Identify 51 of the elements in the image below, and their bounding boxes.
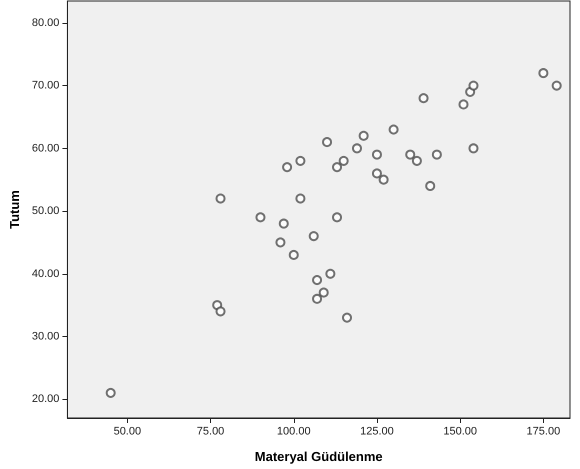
point [282,162,292,172]
point [418,93,429,104]
x-tick-label: 75.00 [196,426,224,438]
y-tick-label: 60.00 [32,142,60,154]
point [538,68,548,78]
point [358,130,369,141]
point [352,143,362,154]
point [312,275,322,286]
point [216,194,226,204]
point [372,168,382,178]
point [332,162,342,172]
point [405,150,416,160]
point [106,388,116,398]
x-tick-label: 175.00 [526,426,560,438]
point [295,156,306,166]
point [325,268,336,279]
y-axis-title: Tutum [7,190,22,229]
y-tick-label: 70.00 [32,80,60,92]
y-tick-label: 20.00 [32,393,60,406]
point [275,237,286,248]
y-tick-label: 50.00 [32,205,60,218]
point [318,288,329,298]
point [342,312,352,323]
point [412,156,422,166]
point [468,80,478,91]
x-tick-label: 125.00 [360,426,394,438]
point [295,194,306,204]
point [338,156,349,166]
x-axis-title: Materyal Güdülenme [254,449,383,464]
point [468,143,478,154]
point [425,180,436,191]
point [216,306,226,316]
point [458,99,468,110]
point [322,137,332,148]
x-tick-label: 100.00 [276,426,311,438]
point [278,218,289,229]
point [312,294,322,304]
point [332,212,342,222]
y-tick-label: 40.00 [32,268,60,280]
point [288,250,299,260]
point [552,80,562,91]
y-tick-label: 30.00 [32,330,60,342]
point [378,174,389,185]
x-tick-label: 50.00 [114,426,142,438]
point [308,231,319,242]
y-tick-label: 80.00 [32,16,60,29]
point [388,124,399,135]
point [372,150,382,160]
x-tick-label: 150.00 [443,426,477,438]
point [432,150,442,160]
point [255,212,266,222]
